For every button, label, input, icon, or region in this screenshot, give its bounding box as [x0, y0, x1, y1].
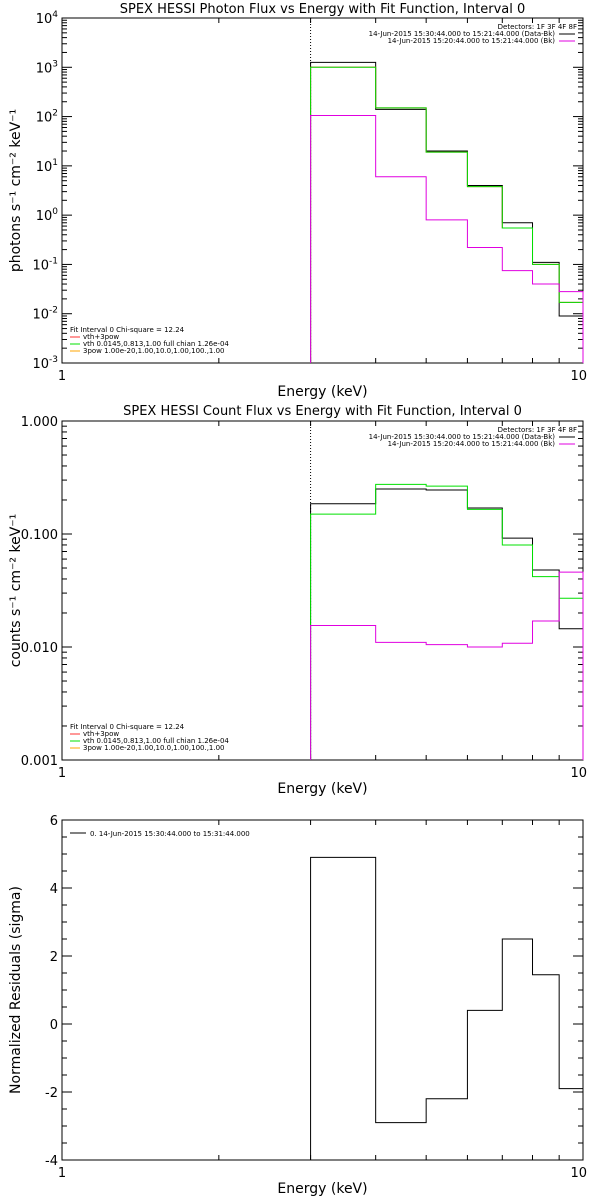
- y-tick-label: 104: [36, 10, 59, 27]
- y-tick-label: 4: [50, 882, 58, 897]
- fit-legend-entry: vth+3pow: [83, 333, 119, 341]
- x-tick-label: 1: [58, 766, 66, 781]
- y-tick-label: 10-1: [32, 256, 58, 273]
- plot-frame: [61, 420, 584, 761]
- y-axis-label: counts s⁻¹ cm⁻² keV⁻¹: [8, 514, 24, 668]
- chart-title: SPEX HESSI Photon Flux vs Energy with Fi…: [120, 2, 526, 17]
- y-tick-label: 10-2: [32, 306, 58, 323]
- series-line-1: [310, 483, 584, 760]
- x-axis-label: Energy (keV): [277, 384, 367, 400]
- fit-legend-entry: vth+3pow: [83, 730, 119, 738]
- y-tick-label: 6: [50, 814, 58, 829]
- legend-entry: 14-Jun-2015 15:20:44.000 to 15:21:44.000…: [388, 37, 556, 45]
- y-axis-label: Normalized Residuals (sigma): [8, 886, 24, 1094]
- y-tick-label: 2: [50, 950, 58, 965]
- legend-entry: 14-Jun-2015 15:30:44.000 to 15:21:44.000…: [369, 30, 556, 38]
- fit-legend-entry: 3pow 1.00e-20,1.00,10.0,1.00,100.,1.00: [83, 744, 225, 752]
- fit-legend-header: Fit Interval 0 Chi-square = 12.24: [70, 326, 185, 334]
- legend-entry: 14-Jun-2015 15:20:44.000 to 15:21:44.000…: [388, 440, 556, 448]
- x-axis-label: Energy (keV): [277, 781, 367, 797]
- fit-legend-entry: vth 0.0145,0.813,1.00 full chian 1.26e-0…: [83, 737, 229, 745]
- x-tick-label: 10: [570, 766, 587, 781]
- series-line-0: [310, 61, 584, 363]
- fit-legend-entry: vth 0.0145,0.813,1.00 full chian 1.26e-0…: [83, 340, 229, 348]
- y-tick-label: 0.001: [21, 754, 58, 769]
- plot-frame: [61, 819, 584, 1161]
- count-flux-chart: SPEX HESSI Count Flux vs Energy with Fit…: [8, 404, 587, 797]
- chart-title: SPEX HESSI Count Flux vs Energy with Fit…: [123, 404, 522, 419]
- y-tick-label: 0.010: [21, 641, 58, 656]
- legend-entry: 14-Jun-2015 15:30:44.000 to 15:21:44.000…: [369, 433, 556, 441]
- series-line-3: [310, 115, 584, 363]
- fit-legend-entry: 3pow 1.00e-20,1.00,10.0,1.00,100.,1.00: [83, 347, 225, 355]
- x-tick-label: 10: [570, 369, 587, 384]
- y-tick-label: 0: [50, 1018, 58, 1033]
- series-line-2: [310, 66, 584, 363]
- y-tick-label: 102: [36, 109, 58, 126]
- y-tick-label: -4: [45, 1154, 58, 1169]
- y-axis-label: photons s⁻¹ cm⁻² keV⁻¹: [8, 109, 24, 272]
- series-line-1: [310, 66, 584, 363]
- series-line-2: [310, 571, 584, 760]
- y-tick-label: -2: [45, 1086, 58, 1101]
- series-line-0: [310, 856, 584, 1160]
- residuals-chart: 1 10 -4 -2 0 2 4 6 Energy (keV) Normalized Residu…: [8, 814, 587, 1197]
- legend-header: Detectors: 1F 3F 4F 8F: [498, 23, 577, 31]
- y-tick-label: 1.000: [21, 415, 58, 430]
- plot-frame: [61, 17, 584, 364]
- y-tick-label: 10-3: [32, 355, 58, 372]
- y-tick-label: 103: [36, 59, 58, 76]
- fit-legend-header: Fit Interval 0 Chi-square = 12.24: [70, 723, 185, 731]
- legend-header: Detectors: 1F 3F 4F 8F: [498, 426, 577, 434]
- y-tick-label: 101: [36, 158, 58, 175]
- x-tick-label: 1: [58, 369, 66, 384]
- y-tick-label: 0.100: [21, 528, 58, 543]
- x-tick-label: 10: [570, 1166, 587, 1181]
- y-tick-label: 100: [36, 207, 59, 224]
- legend-entry: 0. 14-Jun-2015 15:30:44.000 to 15:31:44.…: [90, 830, 250, 838]
- x-axis-label: Energy (keV): [277, 1181, 367, 1197]
- photon-flux-chart: SPEX HESSI Photon Flux vs Energy with Fi…: [8, 2, 587, 400]
- x-tick-label: 1: [58, 1166, 66, 1181]
- series-line-0: [310, 488, 584, 760]
